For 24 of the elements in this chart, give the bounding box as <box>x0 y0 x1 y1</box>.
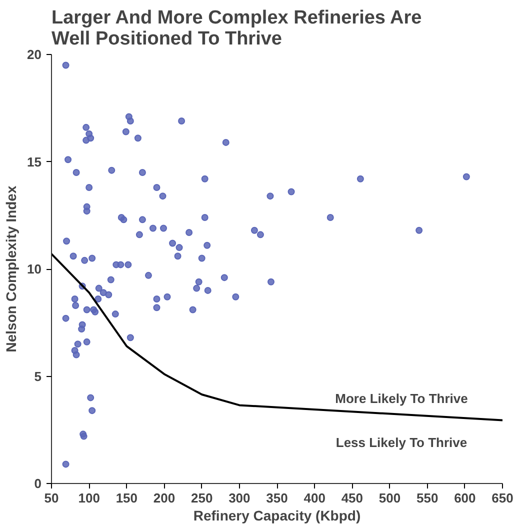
x-tick-label: 500 <box>378 490 401 506</box>
chart-title: Larger And More Complex Refineries Are Well Positioned To Thrive <box>52 8 422 50</box>
y-tick-label: 15 <box>27 154 42 170</box>
y-tick-label: 5 <box>34 368 42 384</box>
x-axis-title: Refinery Capacity (Kbpd) <box>193 508 361 524</box>
x-tick-label: 550 <box>416 490 438 506</box>
x-tick-label: 650 <box>492 490 514 506</box>
x-tick-label: 300 <box>228 490 250 506</box>
x-tick-label: 600 <box>454 490 476 506</box>
x-tick-label: 450 <box>341 490 364 506</box>
y-axis-title: Nelson Complexity Index <box>3 186 20 352</box>
annotation: More Likely To Thrive <box>335 391 468 406</box>
line-series <box>52 252 502 422</box>
y-tick-label: 20 <box>27 47 42 62</box>
x-tick-label: 150 <box>116 490 138 506</box>
y-tick-label: 10 <box>27 262 42 276</box>
x-tick-label: 250 <box>190 490 213 506</box>
x-tick-label: 200 <box>153 490 176 506</box>
x-tick-label: 350 <box>266 490 288 506</box>
annotation: Less Likely To Thrive <box>336 435 468 450</box>
x-tick-label: 50 <box>44 490 59 506</box>
x-tick-label: 100 <box>78 490 100 506</box>
x-tick-label: 400 <box>304 490 326 506</box>
y-tick-label: 0 <box>34 476 42 491</box>
